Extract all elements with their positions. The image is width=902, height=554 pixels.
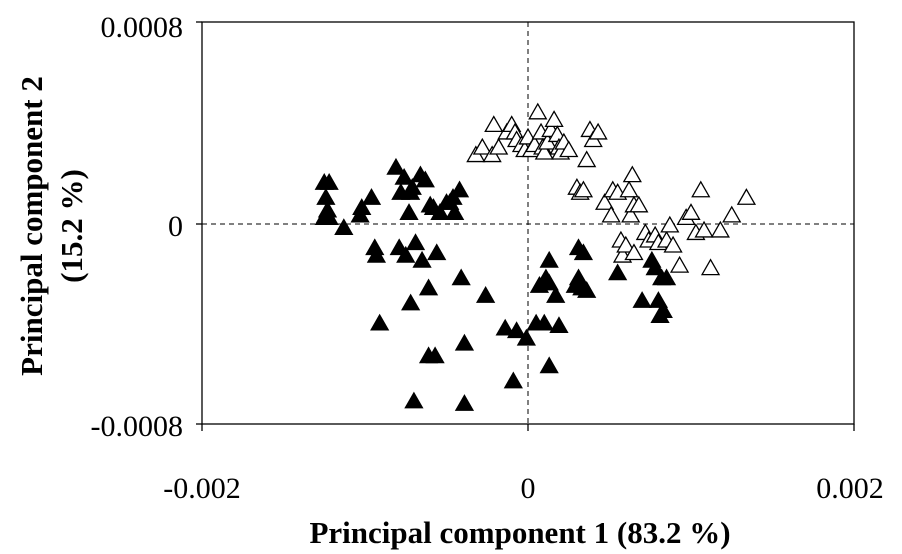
open-triangle-point: [601, 205, 621, 223]
open-triangle-point: [663, 235, 683, 253]
open-triangle-point: [691, 180, 711, 198]
filled-triangle-point: [539, 250, 559, 268]
open-triangle-point: [577, 150, 597, 168]
filled-triangle-point: [449, 180, 470, 198]
open-triangle-point: [616, 235, 636, 253]
open-triangle-point: [669, 255, 690, 273]
filled-triangle-point: [418, 278, 439, 296]
open-triangle-point: [594, 193, 615, 210]
open-triangle-point: [629, 195, 649, 213]
open-triangle-point: [710, 220, 730, 238]
filled-triangle-point: [399, 203, 419, 220]
open-triangle-point: [622, 165, 642, 183]
filled-triangle-point: [334, 218, 354, 236]
open-triangle-point: [660, 215, 680, 233]
filled-triangle-point: [568, 268, 589, 286]
x-tick-label-right: 0.002: [816, 472, 884, 505]
filled-triangle-point: [454, 394, 475, 411]
filled-triangle-point: [412, 250, 432, 268]
filled-triangle-point: [316, 188, 336, 205]
open-triangle-point: [528, 102, 548, 120]
filled-triangle-point: [549, 316, 569, 334]
filled-triangle-point: [475, 286, 496, 303]
x-axis-title: Principal component 1 (83.2 %): [309, 515, 730, 550]
y-axis-ticks: [196, 21, 202, 425]
filled-triangle-point: [577, 281, 597, 298]
filled-triangle-point: [370, 313, 390, 331]
filled-triangle-point: [361, 188, 382, 205]
filled-triangle-point: [319, 172, 339, 190]
filled-triangle-point: [608, 263, 628, 281]
filled-triangle-point: [425, 346, 445, 364]
filled-triangle-point: [454, 333, 475, 351]
open-triangle-point: [681, 203, 701, 220]
filled-triangle-point: [516, 328, 536, 346]
filled-triangle-point: [386, 157, 406, 175]
open-triangle-point: [624, 243, 644, 261]
open-triangle-point: [694, 220, 714, 238]
open-triangle-point: [489, 137, 509, 155]
open-triangle-point: [722, 205, 742, 223]
open-triangle-point: [472, 137, 492, 155]
y-tick-label-top: 0.0008: [101, 11, 184, 44]
filled-triangle-point: [546, 286, 566, 303]
y-tick-label-mid: 0: [168, 210, 183, 243]
filled-triangle-point: [394, 167, 414, 185]
filled-triangle-point: [656, 268, 677, 286]
open-triangle-point: [573, 180, 594, 198]
filled-triangle-point: [401, 293, 421, 311]
filled-triangle-point: [573, 243, 594, 261]
open-triangle-point: [559, 140, 579, 158]
open-triangle-point: [534, 142, 554, 160]
open-triangle-point: [544, 110, 564, 128]
filled-triangle-point: [539, 356, 559, 374]
filled-triangle-point: [539, 273, 559, 291]
filled-triangle-point: [396, 245, 416, 263]
filled-triangle-point: [534, 313, 554, 331]
filled-triangle-point: [650, 306, 670, 323]
open-triangle-point: [588, 122, 608, 140]
y-axis-title: Principal component 2 (15.2 %): [14, 76, 89, 376]
x-tick-label-mid: 0: [521, 472, 536, 505]
open-triangle-point: [484, 115, 504, 133]
x-axis-ticks: [201, 424, 855, 431]
filled-triangle-point: [495, 318, 515, 336]
filled-triangle-point: [405, 233, 426, 251]
filled-triangle-point: [445, 203, 465, 220]
y-axis-title-line2: (15.2 %): [54, 169, 89, 283]
filled-triangle-point: [352, 198, 372, 215]
open-triangle-point: [736, 188, 757, 205]
y-axis-title-line1: Principal component 2: [14, 76, 49, 376]
filled-triangle-point: [503, 371, 523, 389]
filled-triangle-point: [645, 258, 665, 276]
filled-triangle-point: [506, 321, 527, 339]
open-triangle-point: [621, 205, 641, 223]
filled-triangle-point: [427, 243, 447, 261]
filled-triangle-point: [404, 391, 424, 409]
filled-triangle-point: [366, 245, 387, 263]
filled-triangle-point: [451, 268, 471, 286]
filled-triangle-point: [632, 291, 652, 308]
data-points: [314, 102, 757, 411]
filled-triangle-point: [430, 203, 450, 220]
x-tick-label-left: -0.002: [163, 472, 241, 505]
y-tick-label-bottom: -0.0008: [91, 410, 184, 443]
filled-triangle-point: [415, 170, 435, 188]
filled-triangle-point: [319, 208, 339, 226]
open-triangle-point: [700, 258, 721, 276]
open-triangle-point: [619, 180, 639, 198]
